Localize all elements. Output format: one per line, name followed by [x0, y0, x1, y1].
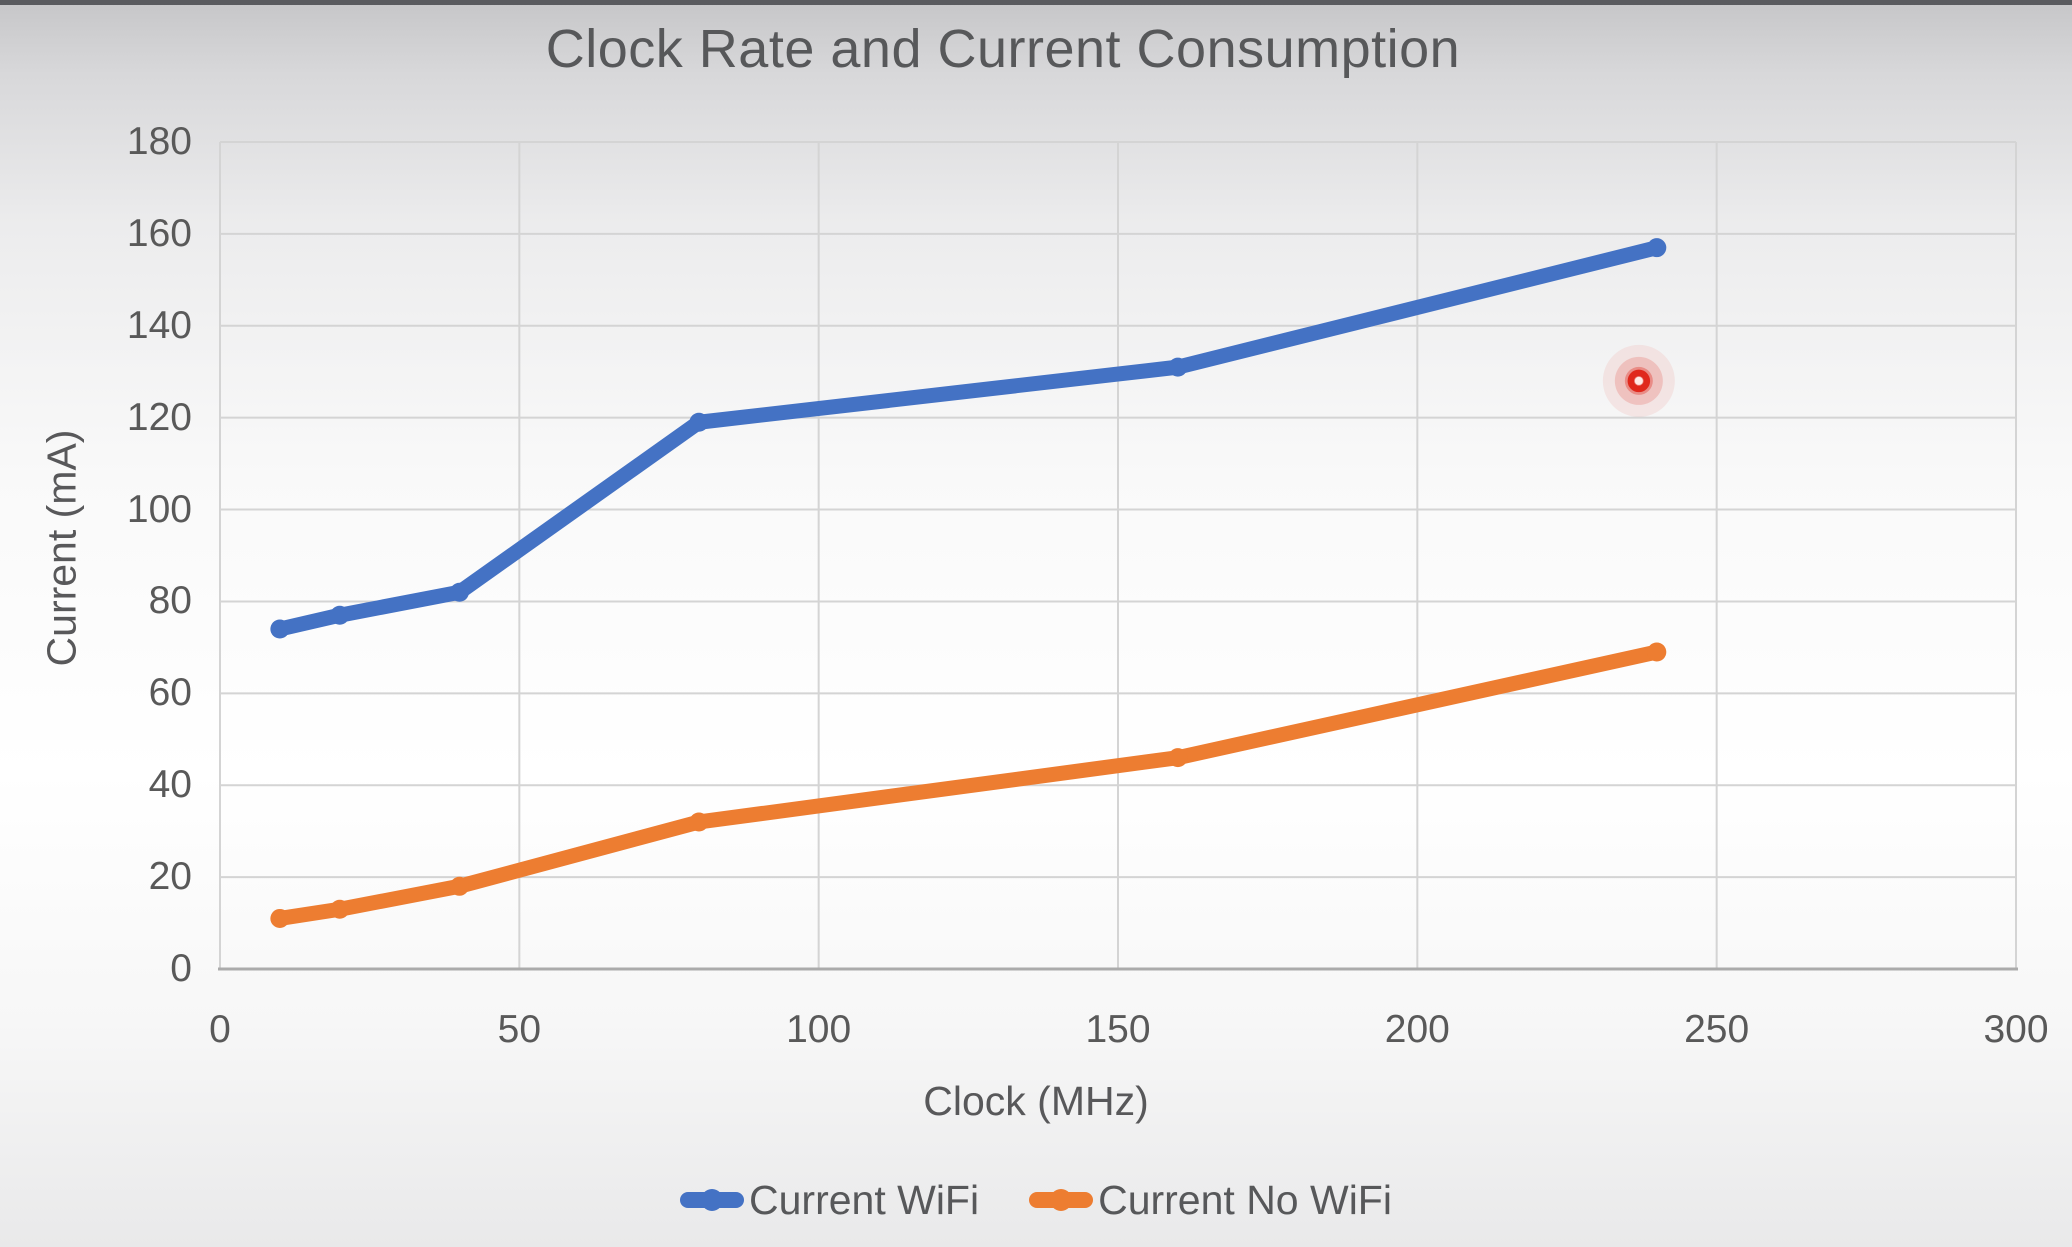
x-tick-label: 0: [209, 1008, 231, 1051]
legend-marker-icon: [701, 1189, 724, 1211]
data-point-marker: [1647, 642, 1667, 662]
data-point-marker: [1168, 357, 1188, 377]
data-point-marker: [270, 619, 290, 639]
y-tick-label: 160: [126, 211, 192, 255]
y-tick-label: 100: [126, 487, 192, 531]
legend: Current WiFi Current No WiFi: [0, 1172, 2072, 1228]
series-lines: [270, 238, 1667, 928]
x-tick-label: 50: [497, 1008, 542, 1051]
legend-item-current-no-wifi: Current No WiFi: [1029, 1172, 1392, 1228]
data-point-marker: [330, 605, 350, 625]
y-tick-label: 60: [148, 671, 192, 715]
data-point-marker: [689, 812, 709, 832]
x-tick-label: 150: [1085, 1008, 1151, 1051]
legend-label: Current No WiFi: [1098, 1177, 1392, 1223]
series-line: [272, 240, 1665, 637]
legend-label: Current WiFi: [749, 1177, 980, 1223]
series-line: [272, 644, 1665, 926]
data-point-marker: [449, 876, 469, 896]
x-tick-label: 200: [1384, 1008, 1450, 1051]
data-point-marker: [689, 412, 709, 432]
y-tick-label: 120: [126, 395, 192, 439]
y-tick-label: 140: [126, 303, 192, 347]
y-tick-label: 20: [148, 855, 192, 899]
gridlines: [219, 141, 2017, 969]
y-tick-label: 80: [148, 579, 192, 623]
x-tick-label: 100: [786, 1008, 852, 1051]
frame-top-edge: [0, 0, 2072, 5]
legend-swatch-blue: [680, 1189, 745, 1211]
laser-center: [1634, 376, 1643, 385]
y-tick-label: 40: [148, 763, 192, 807]
data-point-marker: [270, 908, 290, 928]
legend-marker-icon: [1050, 1189, 1073, 1211]
legend-item-current-wifi: Current WiFi: [680, 1172, 979, 1228]
chart-title: Clock Rate and Current Consumption: [545, 19, 1461, 79]
x-tick-label: 250: [1684, 1008, 1750, 1051]
data-point-marker: [449, 582, 469, 602]
y-tick-label: 180: [126, 120, 192, 163]
y-tick-label: 0: [170, 947, 192, 990]
x-axis-title: Clock (MHz): [923, 1078, 1149, 1124]
laser-ring: [1627, 369, 1651, 393]
x-tick-label: 300: [1983, 1008, 2049, 1051]
data-point-marker: [1168, 748, 1188, 768]
data-point-marker: [330, 899, 350, 919]
y-axis-title: Current (mA): [38, 429, 85, 667]
data-point-marker: [1647, 238, 1667, 258]
laser-pointer-dot: [1602, 344, 1675, 417]
legend-swatch-orange: [1029, 1189, 1094, 1211]
